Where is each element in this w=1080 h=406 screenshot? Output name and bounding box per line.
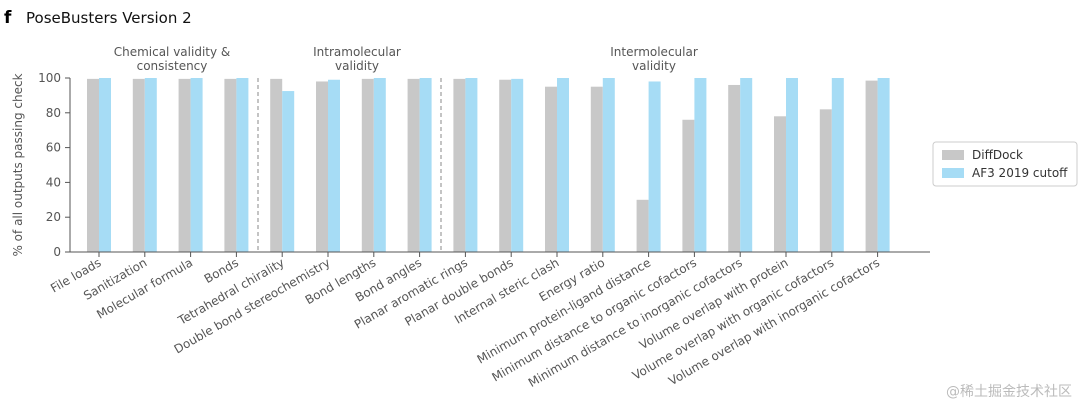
bar-diffdock-6 [361, 78, 374, 253]
bar-af3-1 [144, 78, 157, 252]
y-tick-label: 20 [46, 210, 61, 224]
bar-diffdock-12 [636, 199, 649, 252]
bar-diffdock-9 [499, 79, 512, 253]
legend: DiffDock AF3 2019 cutoff [932, 141, 1078, 187]
legend-label-diffdock: DiffDock [972, 148, 1023, 162]
group-label-chemical-line2: consistency [137, 59, 208, 73]
bars [87, 78, 890, 253]
bar-af3-13 [694, 78, 707, 252]
bar-diffdock-4 [270, 78, 283, 253]
y-tick-label: 40 [46, 175, 61, 189]
y-axis-label: % of all outputs passing check [11, 73, 25, 256]
bar-diffdock-10 [545, 86, 557, 252]
bar-diffdock-15 [774, 116, 786, 252]
legend-box [932, 141, 1078, 187]
bar-af3-3 [236, 78, 249, 252]
bar-diffdock-3 [224, 78, 237, 253]
bar-diffdock-0 [87, 78, 99, 253]
bar-diffdock-5 [316, 81, 328, 252]
group-label-intermolecular-line1: Intermolecular [610, 45, 698, 59]
bar-af3-8 [465, 78, 478, 252]
y-tick-label: 80 [46, 106, 61, 120]
group-label-chemical-line1: Chemical validity & [114, 45, 231, 59]
bar-diffdock-14 [728, 84, 741, 253]
panel-letter: f [4, 8, 12, 28]
bar-af3-14 [740, 78, 753, 252]
group-label-intramolecular-line1: Intramolecular [313, 45, 401, 59]
legend-label-af3: AF3 2019 cutoff [972, 166, 1068, 180]
bar-af3-17 [877, 78, 890, 252]
y-tick-label: 60 [46, 141, 61, 155]
bar-af3-9 [511, 78, 524, 253]
bar-af3-11 [602, 78, 615, 252]
bar-af3-6 [373, 78, 386, 252]
bar-diffdock-13 [682, 119, 695, 252]
bar-diffdock-7 [407, 78, 420, 253]
bar-diffdock-2 [178, 78, 191, 253]
y-tick-label: 0 [53, 245, 61, 259]
bar-diffdock-8 [453, 78, 466, 253]
bar-af3-2 [190, 78, 203, 252]
y-tick-label: 100 [38, 71, 61, 85]
y-ticks: 0 20 40 60 80 100 [38, 71, 70, 259]
bar-diffdock-16 [819, 109, 832, 252]
bar-diffdock-1 [132, 78, 145, 253]
bar-af3-5 [328, 79, 340, 253]
bar-af3-0 [99, 78, 111, 252]
group-label-intermolecular-line2: validity [632, 59, 676, 73]
legend-swatch-diffdock [942, 150, 964, 160]
legend-swatch-af3 [942, 168, 964, 178]
bar-af3-15 [786, 78, 798, 252]
bar-af3-4 [282, 91, 295, 252]
bar-af3-10 [557, 78, 569, 252]
bar-af3-12 [648, 81, 661, 252]
bar-diffdock-11 [590, 86, 603, 252]
chart-title: PoseBusters Version 2 [26, 9, 192, 27]
bar-af3-7 [419, 78, 432, 252]
bar-af3-16 [831, 78, 844, 252]
watermark: @稀土掘金技术社区 [946, 384, 1072, 400]
group-labels: Chemical validity & consistency Intramol… [114, 45, 698, 73]
group-label-intramolecular-line2: validity [335, 59, 379, 73]
bar-diffdock-17 [865, 80, 878, 252]
